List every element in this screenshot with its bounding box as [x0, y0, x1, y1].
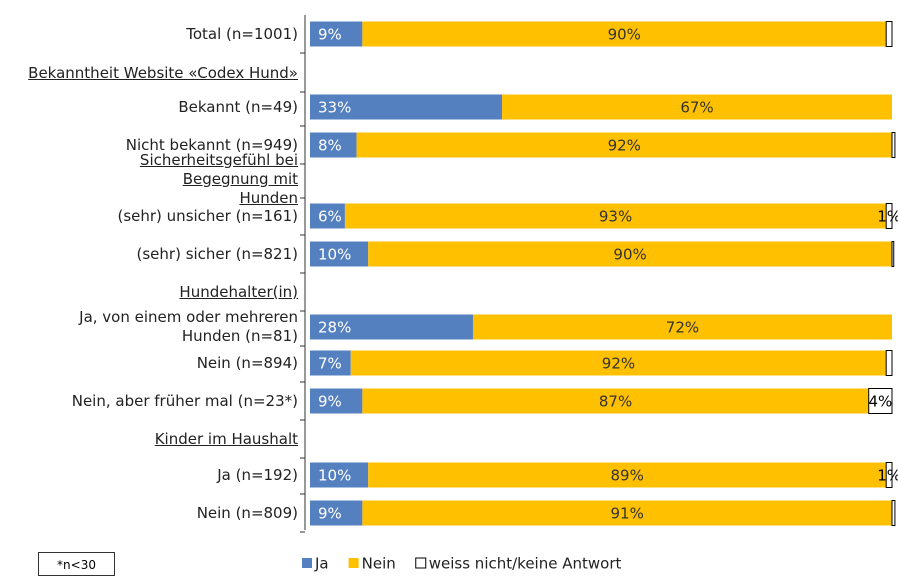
data-label: 8% [318, 137, 342, 155]
data-label: 9% [318, 505, 342, 523]
data-label: 90% [608, 26, 641, 44]
bar-segment [891, 241, 895, 267]
data-label: 93% [599, 208, 632, 226]
bar-segment [885, 21, 893, 47]
bar-segment [310, 314, 473, 340]
section-header: Sicherheitsgefühl bei Begegnung mit Hund… [139, 150, 298, 207]
category-label: (sehr) unsicher (n=161) [117, 206, 298, 225]
data-label: 4% [868, 393, 892, 411]
bar-segment [310, 132, 357, 158]
bar-segment [356, 132, 892, 158]
category-label: Nein, aber früher mal (n=23*) [71, 391, 298, 410]
data-label: 10% [318, 467, 351, 485]
data-label: 92% [602, 355, 635, 373]
bar-segment [310, 350, 351, 376]
bar-segment [344, 203, 887, 229]
data-label: 28% [318, 319, 351, 337]
legend-label: Ja [314, 555, 329, 573]
bar-segment [368, 462, 887, 488]
legend-swatch [415, 557, 427, 569]
data-label: 1% [877, 208, 898, 226]
data-label: 90% [613, 246, 646, 264]
bar-segment [885, 203, 893, 229]
legend-label: weiss nicht/keine Antwort [429, 555, 622, 573]
legend-swatch [302, 558, 312, 568]
section-header: Kinder im Haushalt [154, 429, 298, 448]
category-label: Ja (n=192) [217, 465, 298, 484]
bar-segment [310, 94, 503, 120]
legend-swatch [348, 558, 359, 568]
category-label: Total (n=1001) [186, 24, 298, 43]
bar-segment [350, 350, 887, 376]
data-label: 91% [611, 505, 644, 523]
data-label: 10% [318, 246, 351, 264]
bar-segment [310, 388, 363, 414]
category-label: Bekannt (n=49) [178, 97, 298, 116]
data-label: 33% [318, 99, 351, 117]
bar-segment [472, 314, 892, 340]
data-label: 92% [608, 137, 641, 155]
data-label: 87% [599, 393, 632, 411]
data-label: 1% [877, 467, 898, 485]
bar-segment [891, 500, 896, 526]
bar-segment [362, 21, 887, 47]
bar-segment [891, 132, 896, 158]
bar-segment [868, 388, 893, 414]
data-label: 9% [318, 26, 342, 44]
section-header: Hundehalter(in) [179, 282, 298, 301]
data-label: 67% [680, 99, 713, 117]
bar-segment [310, 241, 369, 267]
bar-segment [310, 203, 345, 229]
data-label: 72% [666, 319, 699, 337]
data-label: 7% [318, 355, 342, 373]
bar-segment [310, 500, 363, 526]
bar-segment [502, 94, 892, 120]
category-label: (sehr) sicher (n=821) [136, 244, 299, 263]
data-label: 89% [611, 467, 644, 485]
bar-segment [885, 462, 893, 488]
section-header: Bekanntheit Website «Codex Hund» [28, 63, 298, 82]
bar-segment [310, 462, 369, 488]
bar-segment [362, 388, 869, 414]
category-label: Nein (n=809) [196, 503, 298, 522]
category-label: Nein (n=894) [196, 353, 298, 372]
data-label: 9% [318, 393, 342, 411]
bar-segment [885, 350, 893, 376]
footnote: *n<30 [38, 552, 115, 576]
category-label: Ja, von einem oder mehreren Hunden (n=81… [79, 308, 298, 345]
legend-label: Nein [362, 555, 396, 573]
data-label: 6% [318, 208, 342, 226]
bar-segment [310, 21, 363, 47]
bar-segment [362, 500, 892, 526]
category-label: Nicht bekannt (n=949) [125, 135, 298, 154]
bar-segment [368, 241, 892, 267]
